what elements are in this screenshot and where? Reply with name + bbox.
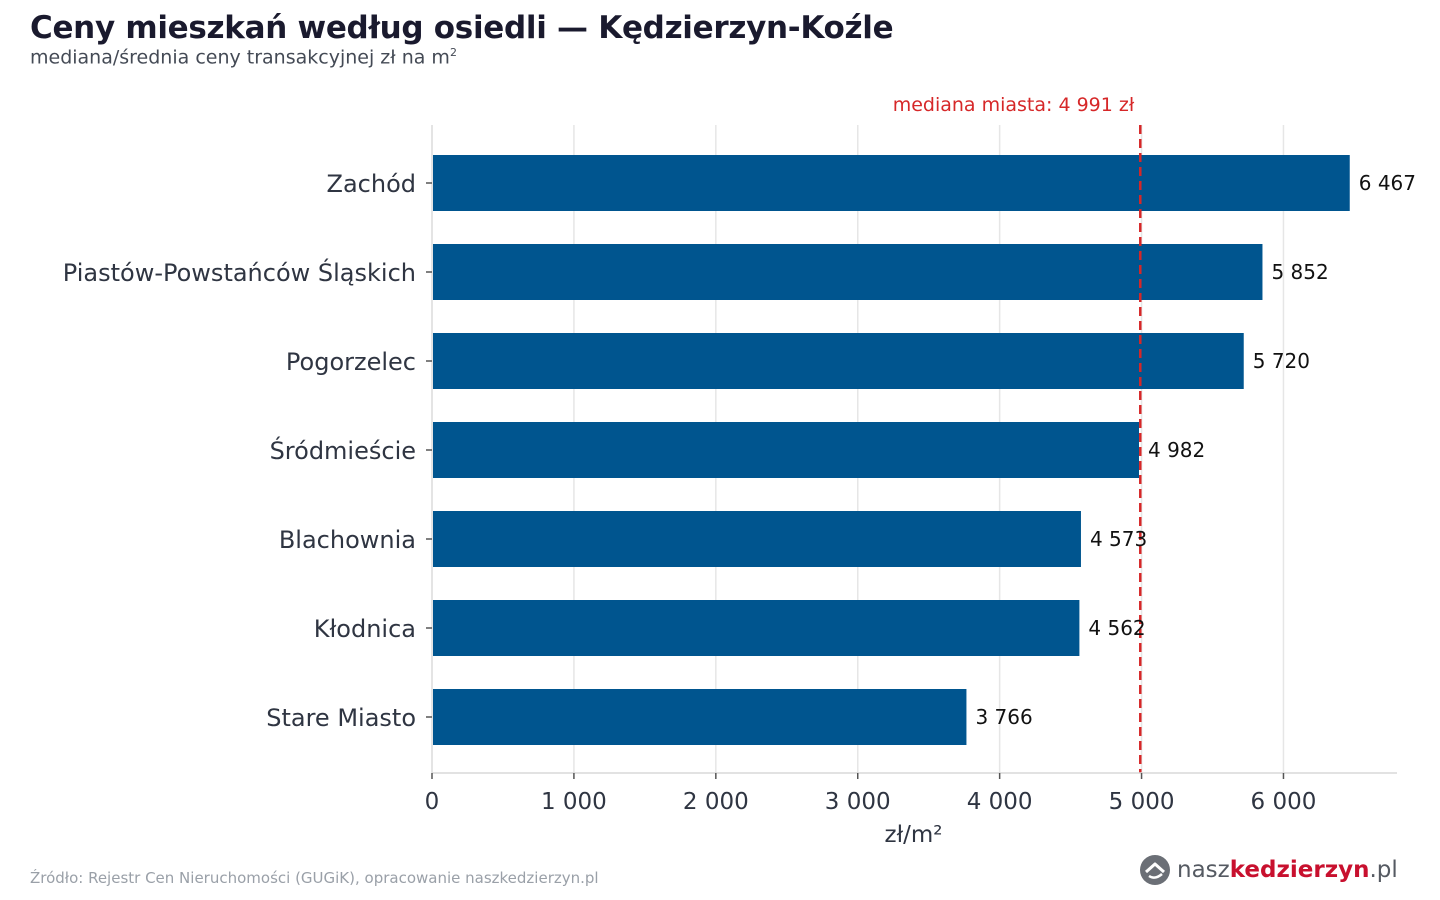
y-tick-label-6: Stare Miasto <box>266 704 416 732</box>
value-label-1: 5 852 <box>1271 260 1328 284</box>
x-tick-label-2: 2 000 <box>683 789 749 815</box>
bar-3 <box>433 422 1140 478</box>
value-label-4: 4 573 <box>1090 527 1147 551</box>
logo-text-nasz: nasz <box>1177 857 1230 883</box>
y-tick-label-4: Blachownia <box>279 526 416 554</box>
value-label-5: 4 562 <box>1088 616 1145 640</box>
x-tick-label-3: 3 000 <box>825 789 891 815</box>
reference-line-label: mediana miasta: 4 991 zł <box>893 94 1135 116</box>
y-tick-label-0: Zachód <box>327 170 416 198</box>
value-label-3: 4 982 <box>1148 438 1205 462</box>
x-tick-label-0: 0 <box>425 789 440 815</box>
reference-line-group: mediana miasta: 4 991 zł <box>893 94 1142 773</box>
bar-6 <box>433 689 967 745</box>
chart-subtitle: mediana/średnia ceny transakcyjnej zł na… <box>30 46 457 68</box>
x-tick-label-5: 5 000 <box>1109 789 1175 815</box>
y-tick-label-5: Kłodnica <box>314 615 416 643</box>
house-swirl-icon <box>1140 855 1170 885</box>
subtitle-text: mediana/średnia ceny transakcyjnej zł na… <box>30 46 450 69</box>
chart-title: Ceny mieszkań według osiedli — Kędzierzy… <box>30 10 894 46</box>
y-axis: Zachód Piastów-Powstańców Śląskich Pogorze… <box>63 125 433 773</box>
x-tick-label-1: 1 000 <box>541 789 607 815</box>
source-note: Źródło: Rejestr Cen Nieruchomości (GUGiK… <box>30 869 599 887</box>
bar-2 <box>433 333 1244 389</box>
logo-text-kedzierzyn: kedzierzyn <box>1229 857 1370 883</box>
bar-5 <box>433 600 1080 656</box>
bars <box>433 155 1350 745</box>
x-tick-label-6: 6 000 <box>1251 789 1317 815</box>
x-axis-label: zł/m² <box>885 822 943 848</box>
value-labels: 6 467 5 852 5 720 4 982 4 573 4 562 3 766 <box>975 171 1416 729</box>
y-tick-label-3: Śródmieście <box>270 435 416 465</box>
bar-0 <box>433 155 1350 211</box>
subtitle-superscript: 2 <box>449 46 457 59</box>
bar-4 <box>433 511 1081 567</box>
bar-1 <box>433 244 1263 300</box>
value-label-0: 6 467 <box>1359 171 1416 195</box>
y-tick-label-2: Pogorzelec <box>286 348 416 376</box>
x-axis: 0 1 000 2 000 3 000 4 000 5 000 6 000 zł/m² <box>425 772 1397 848</box>
logo-text-pl: .pl <box>1369 857 1398 883</box>
x-tick-label-4: 4 000 <box>967 789 1033 815</box>
site-logo[interactable]: nasz kedzierzyn .pl <box>1137 850 1398 890</box>
y-tick-label-1: Piastów-Powstańców Śląskich <box>63 257 416 287</box>
value-label-6: 3 766 <box>975 705 1032 729</box>
value-label-2: 5 720 <box>1253 349 1310 373</box>
